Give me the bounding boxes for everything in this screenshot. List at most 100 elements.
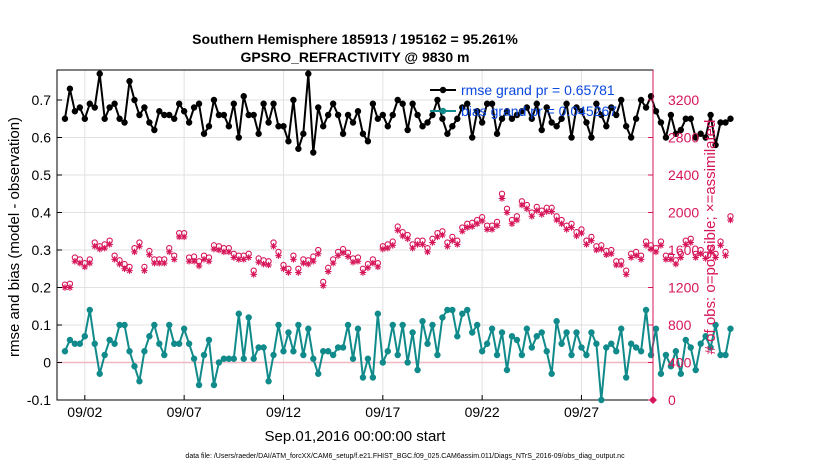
- legend-label-bias: bias grand pr = 0.045267: [461, 103, 617, 119]
- bias-point-85: [483, 340, 491, 347]
- obs-assimilated-point-69: [404, 235, 411, 243]
- obs-assimilated-point-7: [96, 245, 104, 253]
- obs-assimilated-point-117: [642, 242, 650, 249]
- rmse-point-40: [260, 100, 267, 107]
- obs-assimilated-point-121: [662, 256, 670, 263]
- rmse-point-80: [459, 104, 466, 111]
- rmse-point-24: [180, 108, 188, 115]
- obs-assimilated-point-33: [225, 248, 233, 256]
- bias-point-50: [310, 355, 317, 362]
- obs-assimilated-point-32: [220, 248, 228, 256]
- rmse-point-47: [295, 145, 302, 152]
- bias-point-82: [469, 329, 476, 336]
- y2-tick-label-2: 800: [668, 317, 692, 333]
- y2-tick-label-1: 400: [668, 355, 692, 371]
- rmse-point-110: [608, 104, 615, 111]
- rmse-point-9: [106, 104, 113, 111]
- bias-point-87: [493, 351, 501, 359]
- obs-assimilated-point-30: [210, 245, 218, 253]
- obs-assimilated-point-122: [667, 256, 675, 263]
- obs-assimilated-point-85: [483, 226, 491, 233]
- rmse-point-124: [677, 126, 685, 134]
- obs-assimilated-point-128: [697, 250, 704, 258]
- rmse-point-82: [469, 134, 476, 141]
- bias-point-88: [498, 329, 506, 336]
- rmse-point-57: [344, 111, 352, 119]
- legend-marker-bias: [439, 107, 447, 115]
- bias-point-56: [339, 344, 347, 351]
- bias-point-5: [86, 306, 93, 314]
- obs-assimilated-point-134: [727, 216, 734, 224]
- bias-point-110: [608, 340, 615, 347]
- rmse-point-126: [687, 115, 694, 122]
- tick-labels: 09/02 09/07 09/12 09/17 09/22 09/27 -0.1 0 0.1 0.…: [27, 70, 699, 420]
- bias-point-38: [250, 355, 257, 362]
- y-tick-label-5: 0.4: [32, 205, 52, 221]
- bias-point-73: [424, 340, 431, 347]
- obs-assimilated-point-24: [180, 233, 188, 241]
- bias-point-58: [349, 355, 357, 362]
- rmse-point-16: [141, 104, 148, 111]
- bias-point-60: [359, 374, 367, 381]
- rmse-point-87: [493, 130, 501, 137]
- bias-point-99: [553, 318, 560, 325]
- bias-point-57: [344, 321, 352, 329]
- rmse-point-59: [354, 108, 362, 115]
- rmse-point-69: [404, 126, 411, 134]
- bias-point-36: [240, 355, 247, 362]
- obs-assimilated-point-106: [588, 237, 595, 244]
- obs-assimilated-point-131: [712, 254, 719, 261]
- rmse-point-34: [230, 100, 238, 107]
- obs-assimilated-point-89: [503, 209, 511, 216]
- bias-point-124: [677, 370, 685, 377]
- rmse-point-60: [359, 130, 367, 137]
- bias-point-17: [146, 333, 153, 340]
- legend: rmse grand pr = 0.65781 bias grand pr = …: [430, 82, 617, 119]
- rmse-point-88: [498, 115, 506, 122]
- obs-assimilated-point-55: [334, 252, 342, 259]
- x-tick-label-0: 09/02: [67, 404, 102, 420]
- bias-point-119: [652, 325, 660, 332]
- obs-assimilated-point-9: [106, 241, 113, 248]
- bias-point-67: [394, 351, 401, 359]
- bias-point-55: [334, 344, 342, 351]
- legend-marker-rmse: [439, 86, 447, 94]
- bias-point-34: [230, 355, 238, 362]
- bias-point-13: [126, 348, 133, 355]
- obs-assimilated-point-75: [434, 233, 441, 241]
- obs-assimilated-point-51: [314, 250, 322, 258]
- rmse-point-55: [334, 111, 342, 119]
- obs-assimilated-point-46: [290, 256, 297, 263]
- rmse-point-97: [543, 104, 550, 111]
- obs-assimilated-point-15: [136, 242, 143, 250]
- bias-point-33: [225, 355, 233, 362]
- rmse-point-102: [568, 134, 575, 141]
- obs-assimilated-point-96: [538, 211, 546, 218]
- rmse-point-6: [91, 104, 98, 111]
- rmse-point-52: [320, 123, 327, 130]
- bias-point-79: [454, 333, 461, 340]
- y2-tick-label-3: 1200: [668, 280, 699, 296]
- bias-point-75: [434, 351, 441, 359]
- bias-point-103: [573, 329, 580, 336]
- y2-tick-label-0: 0: [668, 392, 676, 408]
- bias-point-121: [662, 351, 670, 359]
- rmse-point-98: [548, 119, 555, 126]
- rmse-point-22: [171, 115, 178, 122]
- rmse-point-106: [588, 134, 595, 141]
- rmse-point-56: [339, 130, 347, 137]
- obs-assimilated-point-64: [379, 245, 387, 253]
- bias-point-69: [404, 359, 411, 366]
- rmse-point-5: [86, 100, 93, 107]
- bias-point-45: [285, 329, 292, 336]
- obs-assimilated-point-90: [508, 220, 516, 228]
- rmse-point-134: [727, 115, 734, 122]
- bias-point-89: [503, 366, 511, 374]
- y2-tick-label-6: 2400: [668, 167, 699, 183]
- bias-point-31: [215, 359, 223, 366]
- rmse-point-4: [81, 115, 89, 122]
- y2-zero-marker: [649, 396, 657, 404]
- bias-point-59: [354, 325, 362, 332]
- bias-point-132: [717, 351, 724, 359]
- bias-point-95: [533, 333, 540, 340]
